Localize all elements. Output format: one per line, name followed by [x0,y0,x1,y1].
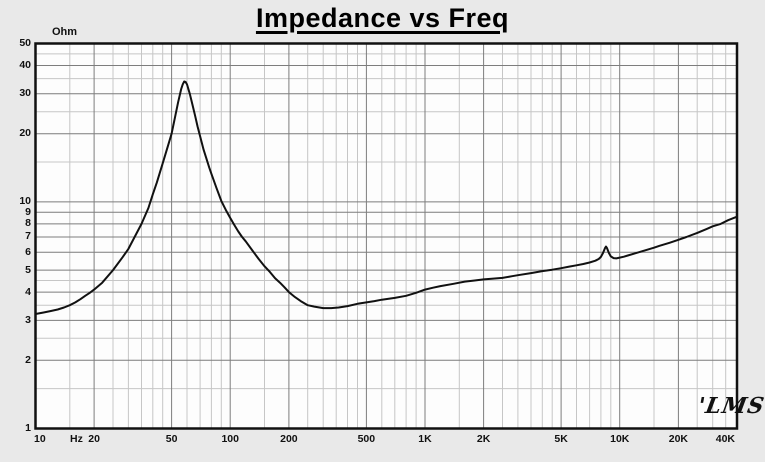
grid-major-lines [35,43,737,429]
x-tick-label-40K: 40K [715,433,735,445]
x-tick-label-200: 200 [280,433,298,445]
lms-logo: 'LMS [695,393,765,419]
y-axis-unit-label: Ohm [52,26,78,38]
chart-title: Impedance vs Freq [255,3,510,33]
plot-border [34,42,739,430]
grid-minor-lines [35,43,737,429]
x-tick-label-2K: 2K [476,433,491,445]
x-tick-label-20K: 20K [668,433,688,445]
y-tick-label-9: 9 [25,205,31,218]
y-tick-label-20: 20 [19,127,31,140]
x-axis-unit-label: Hz [70,433,83,445]
x-tick-label-500: 500 [357,433,376,445]
y-tick-label-40: 40 [19,58,31,71]
y-tick-label-4: 4 [25,285,31,298]
x-tick-label-1K: 1K [418,433,432,445]
x-tick-label-50: 50 [165,433,178,445]
x-tick-label-10: 10 [34,433,46,445]
x-tick-label-100: 100 [221,433,239,445]
plot-area [35,43,737,429]
y-tick-label-10: 10 [19,195,31,208]
impedance-curve [34,80,738,315]
y-tick-label-2: 2 [25,353,31,366]
y-tick-label-3: 3 [25,313,31,326]
x-tick-label-20: 20 [88,433,100,445]
y-tick-label-7: 7 [25,230,31,243]
y-tick-label-50: 50 [19,37,31,49]
x-tick-label-5K: 5K [554,433,568,445]
y-tick-label-8: 8 [25,217,31,230]
x-tick-label-10K: 10K [610,433,630,445]
y-tick-label-5: 5 [25,263,31,276]
y-tick-label-1: 1 [25,422,31,434]
y-tick-label-30: 30 [19,87,31,100]
y-tick-label-6: 6 [25,245,31,258]
